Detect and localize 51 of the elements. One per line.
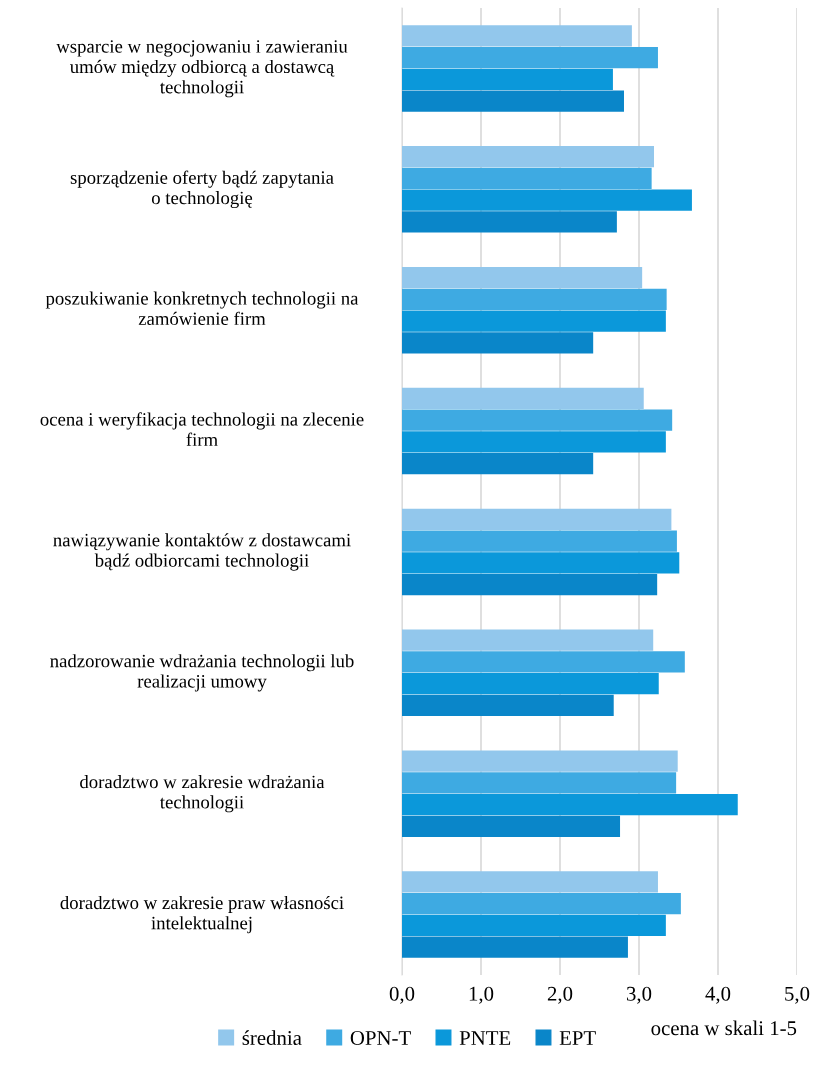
bar bbox=[402, 914, 666, 937]
bar bbox=[402, 332, 594, 354]
bar bbox=[402, 573, 658, 596]
x-tick-label: 5,0 bbox=[785, 986, 810, 1004]
y-tick-label: doradztwo w zakresie wdrażania technologii bbox=[80, 775, 325, 813]
bar bbox=[402, 167, 652, 190]
bar bbox=[402, 871, 658, 893]
bar bbox=[402, 893, 681, 915]
x-tick-label: 2,0 bbox=[547, 986, 573, 1004]
bar bbox=[402, 651, 685, 673]
bar bbox=[402, 629, 654, 651]
bar bbox=[402, 68, 613, 90]
legend-label: OPN-T bbox=[350, 1031, 411, 1046]
bar bbox=[402, 266, 643, 289]
x-tick-label: 3,0 bbox=[626, 986, 652, 1004]
bar bbox=[402, 552, 680, 574]
bar bbox=[402, 146, 655, 168]
x-tick-label: 4,0 bbox=[705, 986, 731, 1004]
bar bbox=[402, 310, 666, 332]
bar bbox=[402, 90, 624, 112]
x-tick-label: 0,0 bbox=[389, 986, 415, 1004]
bar bbox=[402, 387, 644, 410]
bar bbox=[402, 530, 677, 552]
bar bbox=[402, 25, 632, 47]
bar bbox=[402, 815, 621, 837]
y-tick-label: nadzorowanie wdrażania technologii lub realizacji umowy bbox=[50, 654, 354, 692]
x-axis-title: ocena w skali 1-5 bbox=[651, 1020, 797, 1036]
y-tick-label: nawiązywanie kontaktów z dostawcami bądź odbiorcami technologii bbox=[53, 533, 351, 571]
bar bbox=[402, 211, 617, 233]
bar bbox=[402, 46, 658, 69]
y-tick-label: ocena i weryfikacja technologii na zlecenie firm bbox=[40, 412, 364, 446]
bar bbox=[402, 453, 594, 475]
bar bbox=[402, 431, 666, 453]
bar bbox=[402, 189, 692, 211]
y-tick-label: wsparcie w negocjowaniu i zawieraniu umów między odbiorcą a dostawcą technologii bbox=[56, 40, 348, 98]
bar bbox=[402, 772, 677, 794]
legend-label: EPT bbox=[559, 1031, 596, 1045]
y-tick-label: poszukiwanie konkretnych technologii na zamówienie firm bbox=[45, 291, 359, 326]
legend-label: średnia bbox=[242, 1030, 302, 1046]
bar bbox=[402, 936, 628, 958]
x-tick-label: 1,0 bbox=[469, 986, 494, 1004]
y-tick-label: doradztwo w zakresie praw własności intelektualnej bbox=[60, 895, 344, 934]
bar bbox=[402, 750, 678, 772]
bar bbox=[402, 409, 673, 431]
bar bbox=[402, 673, 659, 695]
bar bbox=[402, 508, 672, 530]
legend-label: PNTE bbox=[459, 1031, 511, 1045]
bar bbox=[402, 793, 738, 816]
bar bbox=[402, 288, 667, 310]
bar bbox=[402, 694, 614, 717]
y-tick-label: sporządzenie oferty bądź zapytania o technologię bbox=[70, 170, 334, 209]
